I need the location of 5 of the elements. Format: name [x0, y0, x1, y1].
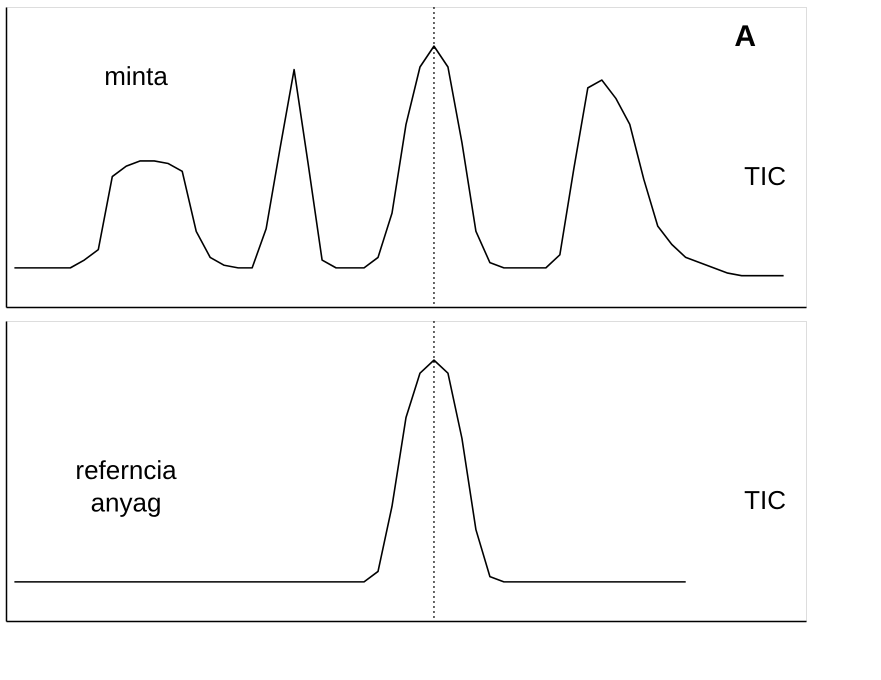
annotation: referncia anyag [75, 455, 178, 518]
annotation: A [734, 20, 756, 53]
annotation: minta [104, 61, 168, 91]
annotation: TIC [744, 485, 786, 515]
annotation: TIC [744, 161, 786, 191]
